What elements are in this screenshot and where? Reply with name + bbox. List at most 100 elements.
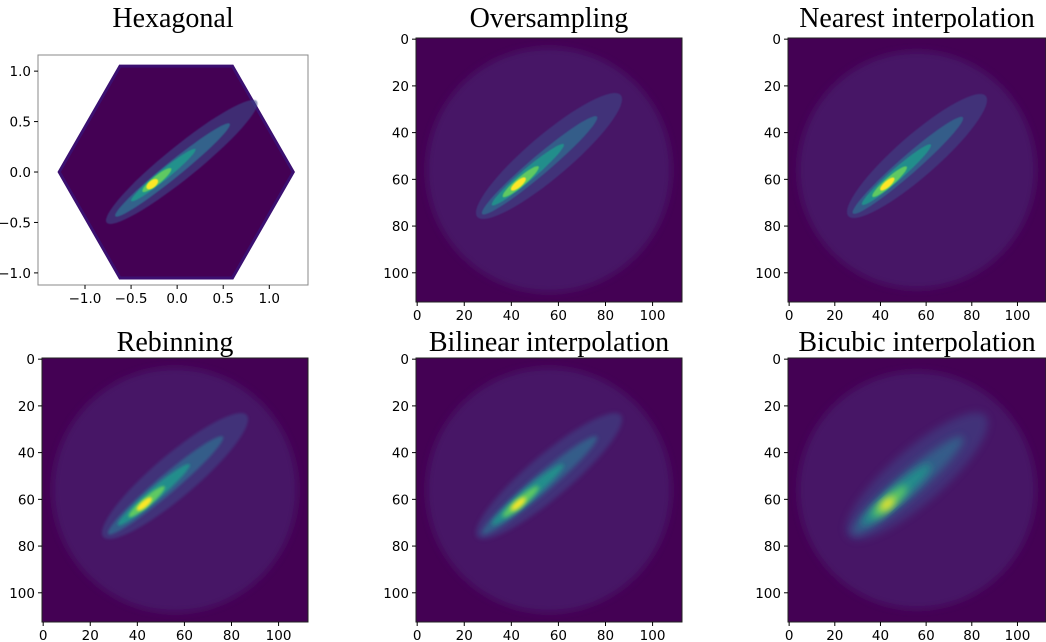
x-tick-label: 40: [503, 308, 520, 324]
y-tick-label: 80: [764, 539, 781, 555]
x-tick-label: 0: [39, 628, 48, 642]
plot-area: [788, 358, 1046, 622]
x-tick-label: 0: [785, 628, 794, 642]
x-tick-label: 60: [176, 628, 193, 642]
x-tick-label: 60: [918, 308, 935, 324]
y-tick-label: 0: [772, 352, 781, 368]
intensity-blob: [510, 497, 526, 511]
y-tick-label: 40: [392, 126, 409, 142]
x-tick-label: 80: [597, 308, 614, 324]
axes-frame: [37, 54, 309, 286]
x-tick-label: 40: [872, 628, 889, 642]
plot-area: [416, 38, 682, 302]
y-tick-label: 60: [764, 172, 781, 188]
intensity-blob: [136, 497, 152, 511]
y-tick-label: 0: [400, 352, 409, 368]
axes-frame: [41, 357, 309, 623]
y-tick-label: 80: [392, 539, 409, 555]
x-tick-label: 100: [1005, 308, 1031, 324]
panel: Hexagonal −1.0 −0.5 0.0 0.5 1.0 −1.0 −0.5 0.0 0.5…: [0, 3, 309, 307]
x-tick-label: −0.5: [115, 291, 148, 307]
y-tick-label: 40: [764, 446, 781, 462]
panel: Nearest interpolation 0 20 40 60 80 100 0 20 40 60…: [755, 3, 1046, 324]
y-tick-label: 0: [400, 32, 409, 48]
x-tick-label: 1.0: [259, 291, 280, 307]
panel: Bicubic interpolation 0 20 40 60 80 100 0 20 40 60…: [755, 327, 1046, 642]
x-tick-label: 100: [640, 308, 666, 324]
y-tick-label: 0.5: [10, 115, 31, 131]
axes-frame: [787, 37, 1046, 303]
panel: Bilinear interpolation 0 20 40 60 80 100 0 20 40 6…: [383, 327, 683, 642]
y-tick-label: 80: [392, 219, 409, 235]
plot-area: [788, 38, 1046, 302]
y-tick-label: 20: [392, 79, 409, 95]
x-tick-label: 0.5: [212, 291, 233, 307]
x-tick-label: 20: [456, 308, 473, 324]
y-tick-label: 40: [18, 446, 35, 462]
intensity-blob: [146, 178, 159, 190]
panel: Oversampling 0 20 40 60 80 100 0 20 40 60 80 100: [383, 3, 683, 324]
y-tick-label: 60: [392, 492, 409, 508]
y-tick-label: 100: [755, 586, 781, 602]
x-tick-label: 20: [82, 628, 99, 642]
y-tick-label: 60: [764, 492, 781, 508]
x-tick-label: 0: [413, 308, 422, 324]
panel-title: Bicubic interpolation: [798, 327, 1035, 358]
panel: Rebinning 0 20 40 60 80 100 0 20 40 60 80 100: [9, 327, 309, 642]
y-tick-label: 0: [26, 352, 35, 368]
y-tick-label: 80: [764, 219, 781, 235]
y-tick-label: 20: [18, 399, 35, 415]
plot-area: [42, 358, 308, 622]
y-tick-label: 100: [755, 266, 781, 282]
x-tick-label: 40: [872, 308, 889, 324]
intensity-blob: [880, 177, 895, 191]
x-tick-label: 100: [266, 628, 292, 642]
x-tick-label: 100: [640, 628, 666, 642]
x-tick-label: 0: [413, 628, 422, 642]
y-tick-label: 20: [764, 79, 781, 95]
intensity-blob: [510, 177, 526, 191]
axes-frame: [415, 357, 683, 623]
y-tick-label: 100: [9, 586, 35, 602]
panel-title: Bilinear interpolation: [429, 327, 669, 358]
y-tick-label: 80: [18, 539, 35, 555]
y-tick-label: 60: [18, 492, 35, 508]
x-tick-label: 80: [223, 628, 240, 642]
x-tick-label: 80: [963, 628, 980, 642]
axes-frame: [415, 37, 683, 303]
x-tick-label: 80: [963, 308, 980, 324]
x-tick-label: 60: [550, 308, 567, 324]
plot-area: [57, 64, 295, 280]
y-tick-label: 40: [764, 126, 781, 142]
y-tick-label: 20: [764, 399, 781, 415]
y-tick-label: 100: [383, 586, 409, 602]
x-tick-label: 0.0: [166, 291, 187, 307]
y-tick-label: 1.0: [10, 64, 31, 80]
y-tick-label: −0.5: [0, 215, 31, 231]
y-tick-label: 60: [392, 172, 409, 188]
panel-title: Nearest interpolation: [799, 3, 1035, 34]
y-tick-label: 0.0: [10, 165, 31, 181]
panel-title: Oversampling: [470, 3, 629, 34]
x-tick-label: 60: [550, 628, 567, 642]
y-tick-label: 0: [772, 32, 781, 48]
axes-frame: [787, 357, 1046, 623]
x-tick-label: 80: [597, 628, 614, 642]
x-tick-label: −1.0: [69, 291, 102, 307]
panel-title: Hexagonal: [112, 3, 234, 34]
x-tick-label: 0: [785, 308, 794, 324]
x-tick-label: 20: [456, 628, 473, 642]
y-tick-label: 20: [392, 399, 409, 415]
x-tick-label: 40: [503, 628, 520, 642]
panel-title: Rebinning: [117, 327, 234, 358]
x-tick-label: 20: [826, 628, 843, 642]
x-tick-label: 40: [129, 628, 146, 642]
x-tick-label: 20: [826, 308, 843, 324]
y-tick-label: 100: [383, 266, 409, 282]
x-tick-label: 100: [1005, 628, 1031, 642]
x-tick-label: 60: [918, 628, 935, 642]
plot-area: [416, 358, 682, 622]
y-tick-label: 40: [392, 446, 409, 462]
